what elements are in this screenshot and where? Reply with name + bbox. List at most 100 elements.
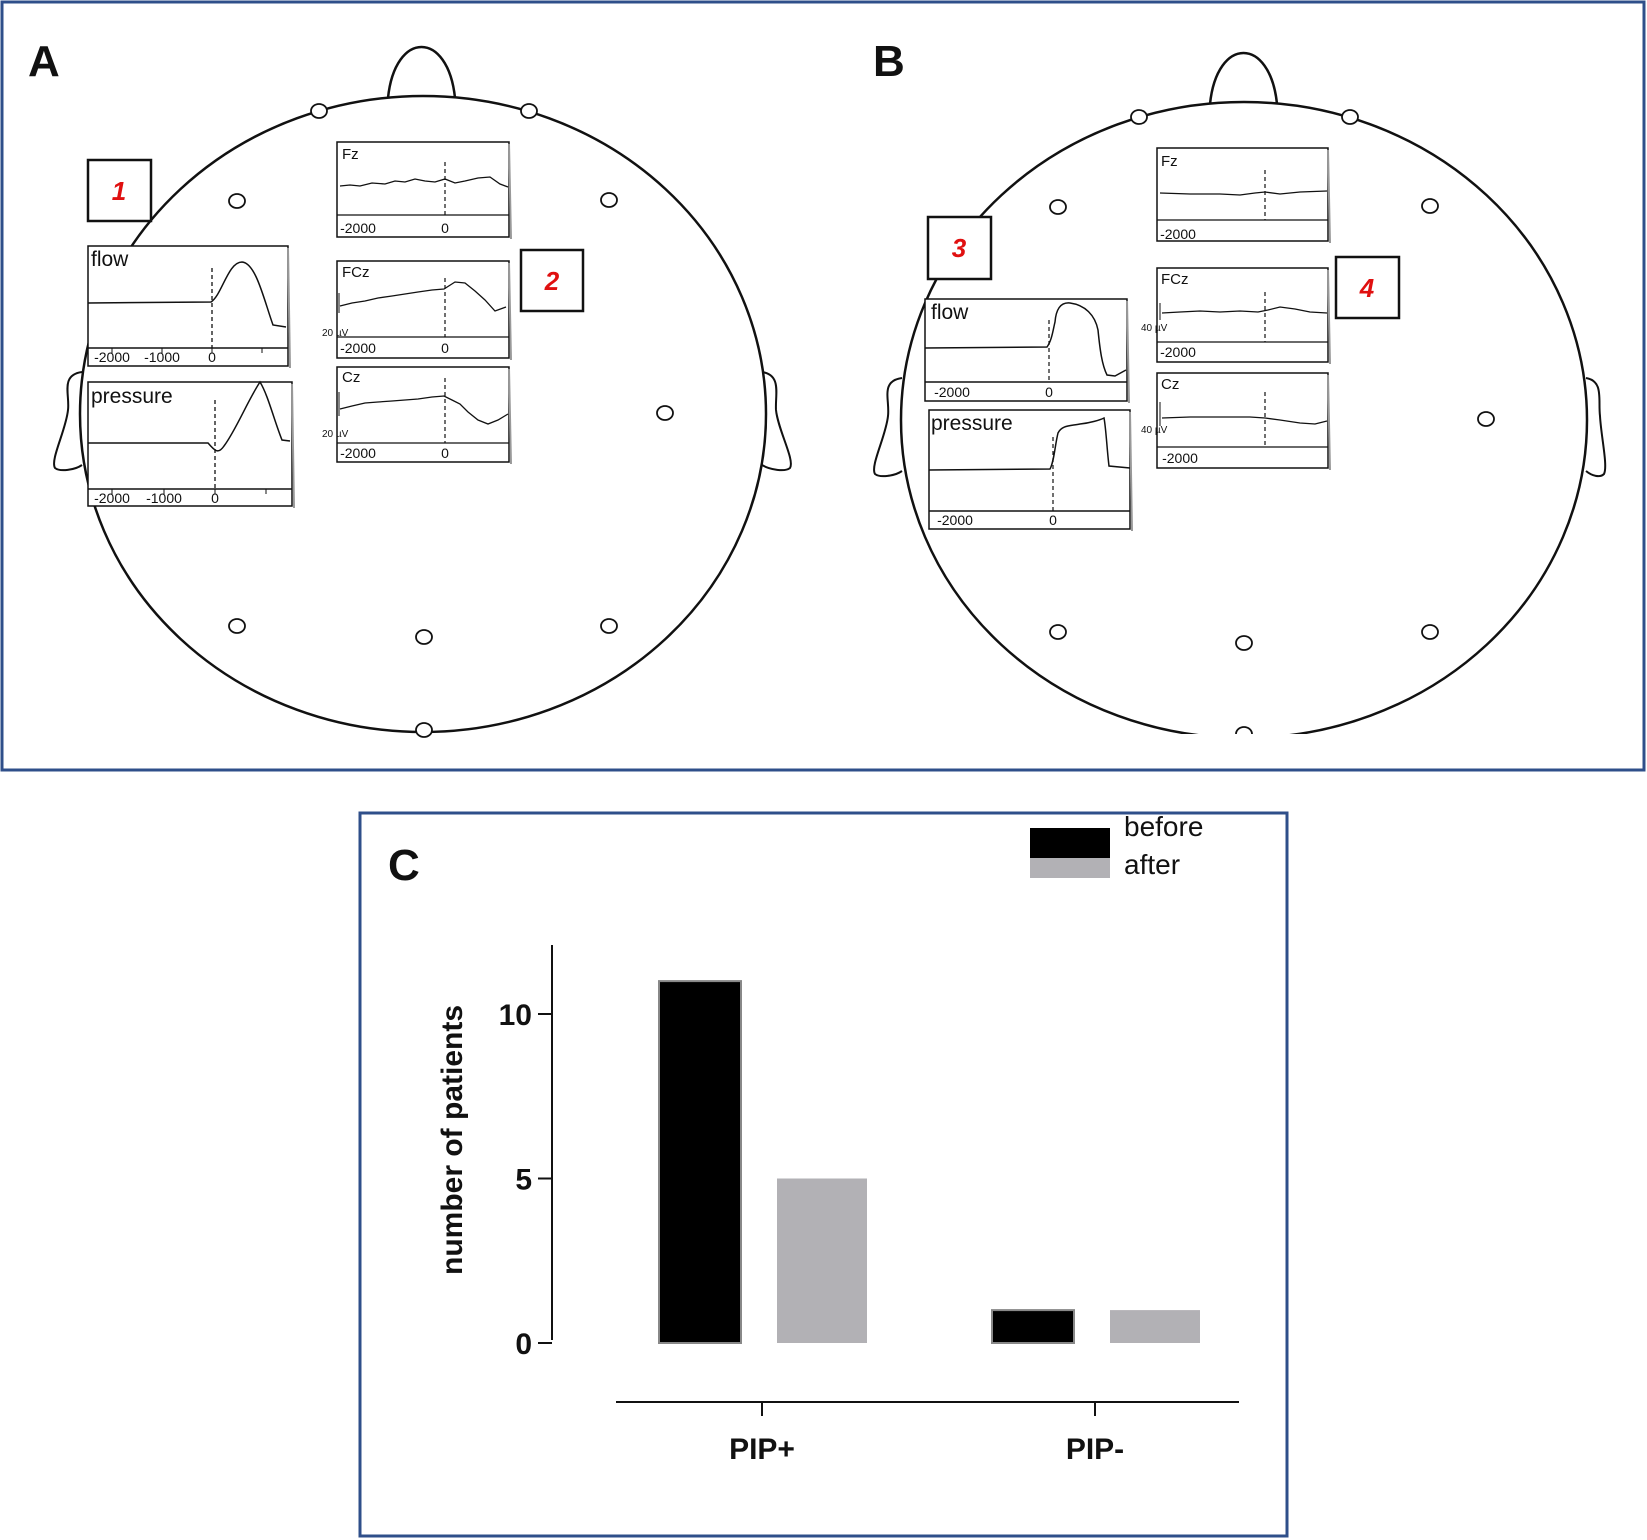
box-3: 3 xyxy=(926,215,993,281)
electrode xyxy=(1421,198,1439,214)
head-a-right-ear xyxy=(761,371,792,472)
tick: 0 xyxy=(1049,512,1057,528)
tick: 0 xyxy=(441,340,449,356)
trace-b-fcz-label: FCz xyxy=(1161,271,1189,288)
legend: before after xyxy=(1030,811,1203,880)
electrode xyxy=(600,618,618,634)
panel-c-letter: C xyxy=(388,841,420,890)
box-1-number: 1 xyxy=(112,176,126,206)
trace-a-fcz: FCz 20 µV -2000 0 xyxy=(322,260,512,361)
trace-b-fz-label: Fz xyxy=(1161,153,1178,170)
trace-b-cz: Cz 40 µV -2000 xyxy=(1141,372,1331,471)
head-a-electrodes xyxy=(228,103,674,738)
electrode xyxy=(1049,199,1067,215)
legend-swatch-after xyxy=(1030,858,1110,878)
tick: -2000 xyxy=(340,445,376,461)
electrode xyxy=(228,618,246,634)
panel-a-letter: A xyxy=(28,37,60,86)
electrode xyxy=(1049,624,1067,640)
head-a-left-ear xyxy=(53,371,83,472)
trace-a-pressure-label: pressure xyxy=(91,385,173,408)
electrode xyxy=(1235,726,1253,735)
electrode xyxy=(1421,624,1439,640)
electrode xyxy=(656,405,674,421)
scale-label: 20 µV xyxy=(322,328,349,339)
scale-label: 40 µV xyxy=(1141,323,1168,334)
box-2: 2 xyxy=(519,248,585,313)
tick: -2000 xyxy=(94,349,130,365)
tick: -2000 xyxy=(937,512,973,528)
tick: 0 xyxy=(1045,384,1053,400)
legend-swatch-before xyxy=(1030,828,1110,858)
scale-label: 20 µV xyxy=(322,429,349,440)
legend-label-before: before xyxy=(1124,811,1203,842)
tick: 0 xyxy=(208,349,216,365)
trace-a-flow: flow -2000 -1000 0 xyxy=(87,245,291,369)
electrode xyxy=(415,722,433,738)
trace-a-cz: Cz 20 µV -2000 0 xyxy=(322,366,512,465)
tick: -1000 xyxy=(144,349,180,365)
electrode xyxy=(1477,411,1495,427)
bar-chart: number of patients 0 5 10 PIP+ PIP- xyxy=(436,945,1239,1466)
tick: -2000 xyxy=(1160,344,1196,360)
trace-a-flow-label: flow xyxy=(91,248,129,271)
panel-a: A 1 2 xyxy=(28,37,792,738)
box-4: 4 xyxy=(1334,255,1401,320)
bar-after-PIP+ xyxy=(777,1178,867,1343)
head-b-electrodes xyxy=(1049,109,1495,735)
tick: -2000 xyxy=(340,220,376,236)
electrode xyxy=(1235,635,1253,651)
head-b-nose xyxy=(1208,51,1279,105)
tick: 0 xyxy=(211,490,219,506)
y-tick-label: 5 xyxy=(515,1164,532,1197)
tick: -2000 xyxy=(94,490,130,506)
head-a-nose xyxy=(386,45,457,99)
bar-before-PIP- xyxy=(991,1309,1075,1344)
trace-a-cz-label: Cz xyxy=(342,369,360,386)
box-2-number: 2 xyxy=(544,266,560,296)
tick: -1000 xyxy=(146,490,182,506)
electrode xyxy=(600,192,618,208)
tick: -2000 xyxy=(934,384,970,400)
tick: -2000 xyxy=(1162,450,1198,466)
trace-b-pressure: pressure -2000 0 xyxy=(928,409,1133,532)
tick: -2000 xyxy=(340,340,376,356)
trace-b-cz-label: Cz xyxy=(1161,376,1179,393)
top-frame xyxy=(0,0,1646,772)
trace-a-fz: Fz -2000 0 xyxy=(336,141,512,240)
head-b-right-ear xyxy=(1585,377,1607,478)
y-axis-label: number of patients xyxy=(436,1005,469,1275)
electrode xyxy=(1130,109,1148,125)
trace-b-pressure-label: pressure xyxy=(931,412,1013,435)
trace-b-flow-label: flow xyxy=(931,301,969,324)
chart-frame xyxy=(358,811,1289,1538)
box-3-number: 3 xyxy=(952,233,967,263)
y-tick-label: 0 xyxy=(515,1328,532,1361)
electrode xyxy=(310,103,328,119)
x-tick-label: PIP- xyxy=(1066,1433,1124,1466)
box-4-number: 4 xyxy=(1359,273,1375,303)
panel-b-letter: B xyxy=(873,37,905,86)
panel-b: B 3 4 flow xyxy=(873,37,1607,735)
trace-a-pressure: pressure -2000 -1000 0 xyxy=(87,380,295,509)
trace-b-flow: flow -2000 0 xyxy=(924,298,1130,404)
x-tick-label: PIP+ xyxy=(729,1433,795,1466)
electrode xyxy=(520,103,538,119)
trace-b-fcz: FCz 40 µV -2000 xyxy=(1141,267,1331,365)
box-1: 1 xyxy=(86,158,153,223)
electrode xyxy=(1341,109,1359,125)
head-b-left-ear xyxy=(873,377,903,478)
legend-label-after: after xyxy=(1124,849,1180,880)
tick: 0 xyxy=(441,445,449,461)
tick: -2000 xyxy=(1160,226,1196,242)
bar-after-PIP- xyxy=(1110,1310,1200,1343)
trace-b-fz: Fz -2000 xyxy=(1156,147,1331,244)
bar-before-PIP+ xyxy=(658,980,742,1344)
tick: 0 xyxy=(441,220,449,236)
trace-a-fz-label: Fz xyxy=(342,146,359,163)
trace-a-fcz-label: FCz xyxy=(342,264,370,281)
electrode xyxy=(415,629,433,645)
y-tick-label: 10 xyxy=(499,999,532,1032)
scale-label: 40 µV xyxy=(1141,425,1168,436)
